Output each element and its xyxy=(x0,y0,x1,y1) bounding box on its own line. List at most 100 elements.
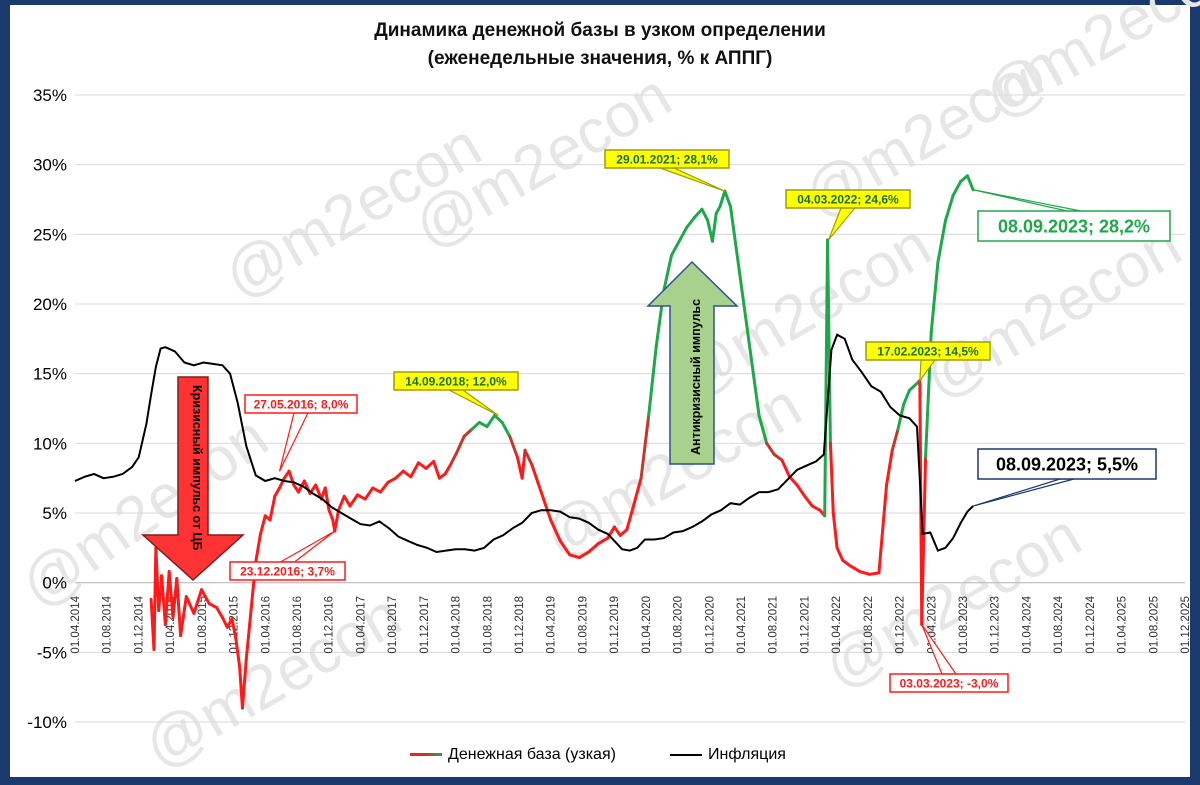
money-base-segment xyxy=(890,427,900,452)
money-base-segment xyxy=(314,483,323,501)
callout-pointer xyxy=(278,530,336,563)
money-base-segment xyxy=(907,381,919,392)
money-base-segment xyxy=(670,239,681,257)
money-base-segment xyxy=(803,494,814,508)
money-base-segment xyxy=(848,564,862,574)
money-base-segment xyxy=(520,448,527,480)
money-base-segment xyxy=(765,441,776,456)
x-tick-label: 01.04.2017 xyxy=(355,596,367,654)
y-tick-label: 20% xyxy=(33,295,67,314)
money-base-segment xyxy=(685,216,696,229)
money-base-segment xyxy=(363,486,375,501)
legend-inflation: Инфляция xyxy=(670,746,786,764)
x-tick-label: 01.12.2020 xyxy=(704,596,716,654)
money-base-segment xyxy=(867,571,881,576)
money-base-segment xyxy=(455,434,466,455)
callout-pointer xyxy=(972,478,1075,507)
money-base-segment xyxy=(240,657,248,710)
callout-label: 23.12.2016; 3,7% xyxy=(240,564,335,578)
money-base-segment xyxy=(841,558,852,568)
money-base-segment xyxy=(700,207,710,222)
callout-box xyxy=(604,149,730,169)
money-base-segment xyxy=(179,595,188,638)
y-tick-label: 25% xyxy=(33,225,67,244)
legend-base: Денежная база (узкая) xyxy=(410,746,616,764)
legend-base-label: Денежная база (узкая) xyxy=(448,746,616,763)
x-tick-label: 01.12.2022 xyxy=(895,596,907,654)
money-base-segment xyxy=(951,179,963,197)
money-base-segment xyxy=(677,225,689,243)
x-tick-label: 01.04.2019 xyxy=(546,596,558,654)
x-tick-label: 01.08.2015 xyxy=(197,596,209,654)
callout: 03.03.2023; -3,0% xyxy=(889,624,1009,693)
money-base-segment xyxy=(539,490,553,522)
legend-base-swatch xyxy=(410,753,442,757)
x-tick-label: 01.12.2025 xyxy=(1180,596,1192,654)
money-base-segment xyxy=(662,253,674,292)
callout-box xyxy=(889,673,1009,693)
money-base-segment xyxy=(835,546,845,562)
money-base-segment xyxy=(795,483,807,498)
money-base-segment xyxy=(734,246,746,306)
money-base-segment xyxy=(530,462,543,494)
money-base-segment xyxy=(432,459,441,480)
money-base-segment xyxy=(587,542,600,554)
callout-box xyxy=(244,394,358,414)
x-tick-label: 01.08.2025 xyxy=(1148,596,1160,654)
money-base-segment xyxy=(333,508,341,533)
money-base-segment xyxy=(462,427,474,438)
x-tick-label: 01.12.2014 xyxy=(133,595,145,653)
callout: 23.12.2016; 3,7% xyxy=(229,530,346,581)
anticrisis-arrow: Антикризисный импульс xyxy=(646,260,739,465)
money-base-segment xyxy=(826,238,832,445)
money-base-segment xyxy=(577,550,591,560)
x-tick-label: 01.12.2019 xyxy=(609,596,621,654)
money-base-segment xyxy=(920,455,928,626)
money-base-segment xyxy=(742,302,753,362)
money-base-segment xyxy=(780,458,792,479)
money-base-segment xyxy=(234,636,242,668)
callout-label: 14.09.2018; 12,0% xyxy=(405,374,507,388)
x-tick-label: 01.08.2016 xyxy=(292,596,304,654)
x-tick-label: 01.04.2020 xyxy=(641,596,653,654)
x-tick-label: 01.08.2019 xyxy=(577,596,589,654)
money-base-segment xyxy=(692,207,704,220)
crisis-arrow-label: Кризисный импульс от ЦБ xyxy=(190,385,204,551)
legend-inflation-swatch xyxy=(670,753,702,756)
callout-box xyxy=(393,371,519,391)
money-base-segment xyxy=(723,189,733,208)
money-base-segment xyxy=(858,570,871,576)
x-tick-label: 01.12.2018 xyxy=(514,596,526,654)
callout-label: 04.03.2022; 24,6% xyxy=(797,192,899,206)
x-tick-label: 01.08.2017 xyxy=(387,596,399,654)
money-base-segment xyxy=(268,494,277,522)
y-tick-label: -10% xyxy=(27,713,67,732)
callout-pointer xyxy=(972,189,1082,212)
money-base-segment xyxy=(757,413,769,445)
x-tick-label: 01.08.2021 xyxy=(768,596,780,654)
money-base-segment xyxy=(631,476,643,508)
money-base-segment xyxy=(523,448,534,466)
money-base-segment xyxy=(424,459,436,470)
x-tick-label: 01.04.2022 xyxy=(831,596,843,654)
money-base-segment xyxy=(230,617,238,640)
callout: 08.09.2023; 5,5% xyxy=(972,448,1157,507)
x-tick-label: 01.08.2018 xyxy=(482,596,494,654)
x-tick-label: 01.04.2014 xyxy=(70,595,82,653)
anticrisis-arrow-shape xyxy=(646,260,739,465)
callout-box xyxy=(977,210,1171,242)
callout: 08.09.2023; 28,2% xyxy=(972,189,1171,242)
money-base-segment xyxy=(896,402,906,431)
money-base-segment xyxy=(337,494,346,512)
x-tick-label: 01.04.2024 xyxy=(1021,595,1033,653)
money-base-segment xyxy=(828,441,835,515)
money-base-segment xyxy=(558,539,572,557)
money-base-segment xyxy=(394,469,405,480)
x-tick-label: 01.08.2022 xyxy=(863,596,875,654)
money-base-segment xyxy=(718,189,727,208)
money-base-segment xyxy=(710,211,718,243)
callout-label: 27.05.2016; 8,0% xyxy=(254,397,349,411)
money-base-segment xyxy=(493,413,504,424)
callout: 29.01.2021; 28,1% xyxy=(604,149,730,192)
money-base-segment xyxy=(485,413,497,429)
